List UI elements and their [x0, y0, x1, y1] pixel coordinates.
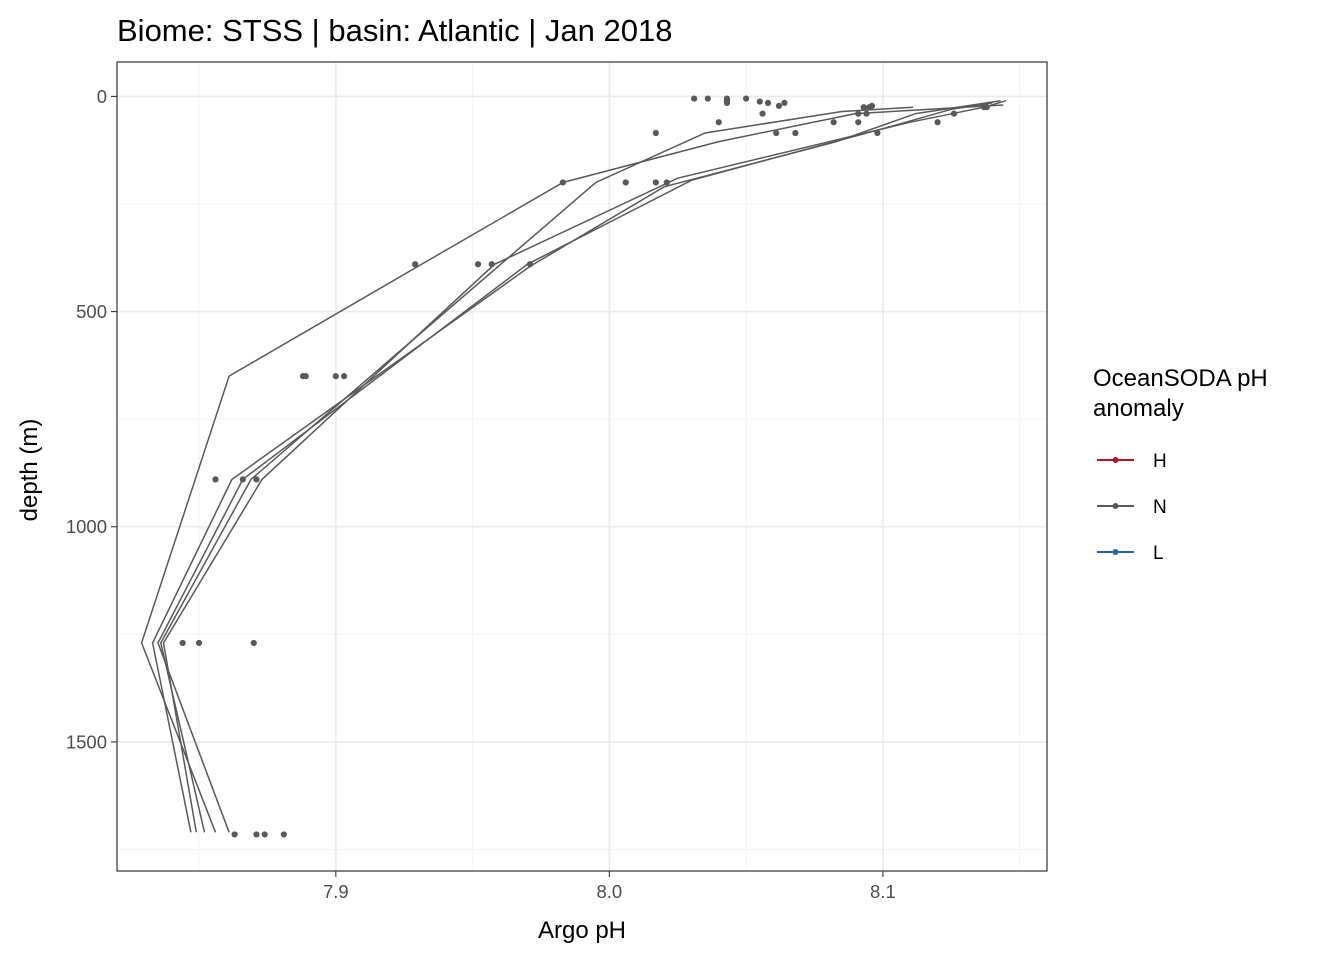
- data-point: [950, 110, 958, 117]
- data-point: [723, 99, 731, 106]
- legend: OceanSODA pH anomaly H N L: [1093, 365, 1268, 564]
- data-point: [855, 119, 862, 126]
- data-point: [866, 104, 873, 111]
- data-point: [775, 102, 783, 109]
- data-point: [983, 104, 990, 111]
- profile-line-N: [162, 99, 1007, 833]
- y-tick-label: 1000: [66, 516, 107, 537]
- data-point: [764, 99, 772, 106]
- y-axis-title: depth (m): [16, 419, 43, 522]
- data-point: [715, 119, 722, 126]
- data-point: [855, 110, 862, 117]
- profile-points: [179, 95, 990, 838]
- x-axis-title: Argo pH: [538, 917, 626, 944]
- data-point: [663, 179, 670, 186]
- legend-entries: H N L: [1097, 451, 1167, 564]
- panel-border: [116, 61, 1048, 872]
- data-point: [412, 261, 419, 268]
- data-point: [934, 119, 941, 126]
- data-point: [863, 110, 870, 117]
- data-point: [340, 373, 348, 380]
- data-point: [526, 261, 534, 268]
- y-tick-label: 1500: [66, 731, 107, 752]
- legend-label: N: [1153, 497, 1167, 518]
- profile-line-N: [160, 106, 914, 833]
- data-point: [332, 373, 339, 380]
- legend-title-line-1: OceanSODA pH: [1093, 365, 1268, 392]
- data-point: [239, 476, 246, 483]
- data-point: [474, 261, 482, 268]
- data-point: [253, 476, 260, 483]
- legend-label: H: [1153, 451, 1167, 472]
- chart-title: Biome: STSS | basin: Atlantic | Jan 2018: [117, 13, 672, 48]
- profile-line-N: [140, 104, 1004, 833]
- y-axis: 0 500 1000 1500: [66, 86, 117, 752]
- data-point: [559, 179, 566, 186]
- profile-line-N: [157, 102, 993, 833]
- major-gridlines: [117, 62, 1047, 871]
- legend-label: L: [1153, 543, 1164, 564]
- data-point: [179, 639, 186, 647]
- data-point: [231, 831, 238, 838]
- data-point: [253, 831, 260, 838]
- data-point: [781, 99, 788, 106]
- legend-title-line-2: anomaly: [1093, 395, 1184, 422]
- x-tick-label: 7.9: [323, 881, 349, 902]
- data-point: [280, 831, 287, 838]
- minor-gridlines: [117, 62, 1047, 871]
- profile-line-N: [151, 99, 1001, 833]
- data-point: [874, 129, 881, 137]
- legend-key-point: [1112, 503, 1119, 509]
- data-point: [261, 831, 268, 838]
- y-tick-label: 500: [76, 301, 107, 322]
- data-point: [704, 95, 711, 102]
- data-point: [250, 639, 257, 647]
- data-point: [622, 179, 629, 186]
- data-point: [691, 95, 698, 102]
- data-point: [652, 129, 659, 137]
- data-point: [652, 179, 659, 186]
- data-point: [830, 119, 837, 126]
- data-point: [759, 110, 766, 117]
- data-point: [860, 104, 867, 111]
- data-point: [792, 129, 799, 137]
- x-tick-label: 8.0: [596, 881, 622, 902]
- data-point: [756, 98, 763, 105]
- legend-key-point: [1112, 549, 1119, 555]
- y-tick-label: 0: [97, 86, 107, 107]
- data-point: [743, 95, 750, 102]
- x-axis: 7.9 8.0 8.1: [323, 871, 896, 902]
- data-point: [773, 129, 780, 137]
- legend-key-point: [1112, 457, 1119, 463]
- profile-lines: [140, 99, 1007, 833]
- x-tick-label: 8.1: [870, 881, 896, 902]
- data-point: [302, 373, 309, 380]
- data-point: [212, 476, 219, 483]
- data-point: [488, 261, 495, 268]
- data-point: [195, 639, 203, 647]
